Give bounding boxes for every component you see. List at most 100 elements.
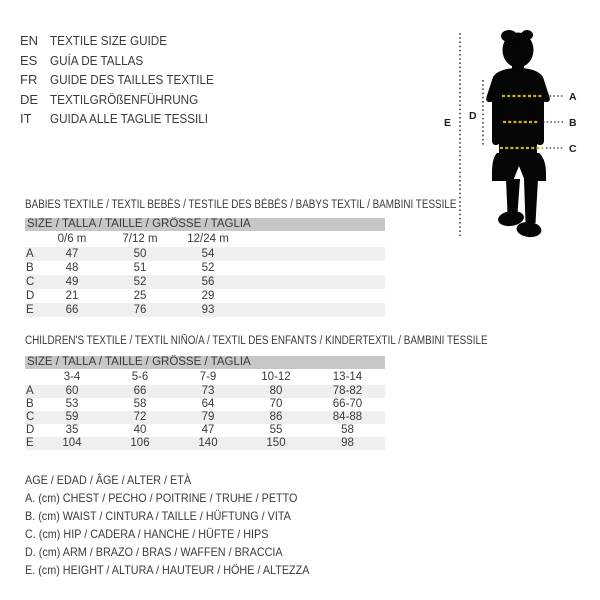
cell: 35 bbox=[65, 424, 79, 436]
cell: 60 bbox=[65, 385, 79, 397]
cell: 56 bbox=[201, 276, 215, 288]
table-row: E 104 106 140 150 98 bbox=[25, 437, 385, 450]
language-label: GUIDE DES TAILLES TEXTILE bbox=[50, 72, 214, 87]
language-code: DE bbox=[20, 91, 39, 107]
column-header: 7-9 bbox=[199, 371, 217, 383]
cell: 47 bbox=[201, 424, 215, 436]
legend-line-age: AGE / EDAD / ÂGE / ALTER / ETÀ bbox=[25, 473, 192, 487]
table-header-bar: SIZE / TALLA / TAILLE / GRÖSSE / TAGLIA bbox=[25, 356, 385, 369]
row-label: A bbox=[26, 385, 34, 397]
language-label: TEXTILE SIZE GUIDE bbox=[50, 33, 168, 48]
cell: 58 bbox=[341, 424, 354, 436]
table-row: D 35 40 47 55 58 bbox=[25, 424, 385, 437]
cell: 106 bbox=[130, 437, 150, 449]
cell: 66-70 bbox=[332, 398, 363, 410]
cell: 140 bbox=[198, 437, 218, 449]
measurement-figure: A B C D E bbox=[444, 30, 577, 238]
cell: 70 bbox=[269, 398, 283, 410]
cell: 66 bbox=[65, 304, 79, 316]
cell: 53 bbox=[65, 398, 79, 410]
cell: 55 bbox=[269, 424, 283, 436]
cell: 40 bbox=[133, 424, 147, 436]
cell: 150 bbox=[266, 437, 286, 449]
cell: 59 bbox=[65, 411, 79, 423]
corner-cell bbox=[25, 231, 38, 247]
cell: 66 bbox=[133, 385, 147, 397]
cell: 98 bbox=[341, 437, 354, 449]
language-code: FR bbox=[20, 72, 38, 87]
language-label: GUÍA DE TALLAS bbox=[50, 52, 144, 68]
column-header: 7/12 m bbox=[122, 233, 158, 245]
cell: 93 bbox=[201, 304, 215, 316]
table-row: B 48 51 52 bbox=[25, 261, 385, 275]
children-section-title-text: CHILDREN'S TEXTILE / TEXTIL NIÑO/A / TEX… bbox=[25, 335, 488, 347]
language-code: IT bbox=[20, 111, 32, 126]
language-row: EN TEXTILE SIZE GUIDE bbox=[20, 31, 232, 51]
row-label: C bbox=[26, 411, 35, 423]
cell: 78-82 bbox=[332, 385, 363, 397]
table-header-bar: SIZE / TALLA / TAILLE / GRÖSSE / TAGLIA bbox=[25, 218, 385, 231]
babies-section-title: BABIES TEXTILE / TEXTIL BEBÉS / TESTILE … bbox=[25, 199, 527, 211]
cell: 21 bbox=[65, 290, 79, 302]
cell: 47 bbox=[65, 248, 79, 260]
table-row: C 59 72 79 86 84-88 bbox=[25, 411, 385, 424]
column-header: 0/6 m bbox=[57, 233, 87, 245]
row-label: E bbox=[26, 304, 34, 316]
corner-cell bbox=[25, 369, 38, 385]
cell: 29 bbox=[201, 290, 215, 302]
language-row: ES GUÍA DE TALLAS bbox=[20, 51, 232, 71]
table-row: A 60 66 73 80 78-82 bbox=[25, 385, 385, 398]
cell: 64 bbox=[201, 398, 215, 410]
legend-line-arm: D. (cm) ARM / BRAZO / BRAS / WAFFEN / BR… bbox=[25, 545, 283, 559]
cell: 80 bbox=[269, 385, 283, 397]
language-code: ES bbox=[20, 52, 38, 68]
measure-label-e: E bbox=[444, 117, 451, 129]
column-header: 13-14 bbox=[332, 371, 363, 383]
cell: 72 bbox=[133, 411, 147, 423]
babies-size-table: SIZE / TALLA / TAILLE / GRÖSSE / TAGLIA … bbox=[25, 218, 385, 317]
cell: 50 bbox=[133, 248, 147, 260]
babies-section-title-text: BABIES TEXTILE / TEXTIL BEBÉS / TESTILE … bbox=[25, 199, 457, 211]
measurement-legend: AGE / EDAD / ÂGE / ALTER / ETÀ A. (cm) C… bbox=[25, 471, 341, 579]
table-row: C 49 52 56 bbox=[25, 275, 385, 289]
legend-line-waist: B. (cm) WAIST / CINTURA / TAILLE / HÜFTU… bbox=[25, 509, 291, 523]
measure-label-c: C bbox=[569, 143, 577, 155]
column-header: 10-12 bbox=[261, 371, 291, 383]
language-label: GUIDA ALLE TAGLIE TESSILI bbox=[50, 111, 209, 126]
cell: 49 bbox=[65, 276, 79, 288]
cell: 104 bbox=[62, 437, 82, 449]
table-row: D 21 25 29 bbox=[25, 289, 385, 303]
language-row: FR GUIDE DES TAILLES TEXTILE bbox=[20, 70, 232, 90]
language-row: IT GUIDA ALLE TAGLIE TESSILI bbox=[20, 109, 232, 129]
row-label: A bbox=[26, 248, 34, 260]
cell: 84-88 bbox=[332, 411, 363, 423]
row-label: D bbox=[26, 424, 35, 436]
row-label: C bbox=[26, 276, 35, 288]
row-label: D bbox=[26, 290, 35, 302]
table-row: E 66 76 93 bbox=[25, 303, 385, 317]
table-column-headers: 3-4 5-6 7-9 10-12 13-14 bbox=[25, 369, 385, 385]
language-row: DE TEXTILGRÖßENFÜHRUNG bbox=[20, 90, 232, 110]
cell: 58 bbox=[133, 398, 147, 410]
legend-line-chest: A. (cm) CHEST / PECHO / POITRINE / TRUHE… bbox=[25, 491, 298, 505]
legend-line-height: E. (cm) HEIGHT / ALTURA / HAUTEUR / HÖHE… bbox=[25, 563, 310, 577]
cell: 48 bbox=[65, 262, 79, 274]
children-size-table: SIZE / TALLA / TAILLE / GRÖSSE / TAGLIA … bbox=[25, 356, 385, 450]
child-silhouette bbox=[486, 30, 550, 238]
measure-label-d: D bbox=[469, 110, 477, 122]
column-header: 3-4 bbox=[63, 371, 81, 383]
cell: 54 bbox=[201, 248, 215, 260]
cell: 73 bbox=[201, 385, 215, 397]
cell: 51 bbox=[133, 262, 147, 274]
measure-label-a: A bbox=[569, 91, 577, 103]
cell: 86 bbox=[269, 411, 283, 423]
row-label: B bbox=[26, 262, 34, 274]
measure-label-b: B bbox=[569, 117, 577, 129]
cell: 52 bbox=[133, 276, 147, 288]
cell: 52 bbox=[201, 262, 215, 274]
table-column-headers: 0/6 m 7/12 m 12/24 m bbox=[25, 231, 385, 247]
language-label: TEXTILGRÖßENFÜHRUNG bbox=[50, 91, 199, 107]
legend-line-hip: C. (cm) HIP / CADERA / HANCHE / HÜFTE / … bbox=[25, 527, 269, 541]
row-label: B bbox=[26, 398, 34, 410]
